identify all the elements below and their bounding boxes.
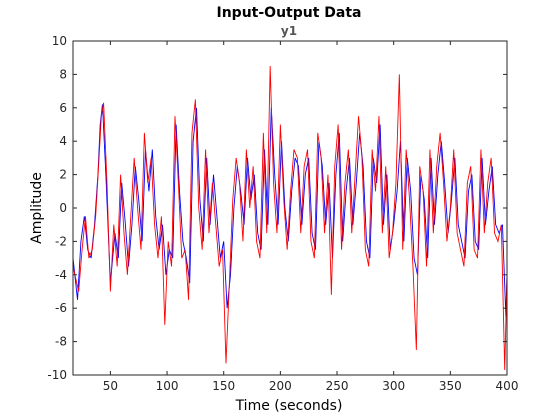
x-axis-label: Time (seconds) xyxy=(235,398,343,414)
y-tick-label: 2 xyxy=(59,168,67,182)
chart-subtitle: y1 xyxy=(281,24,297,38)
x-tick-label: 100 xyxy=(156,379,179,393)
series-2-line xyxy=(72,66,508,371)
y-tick-label: -6 xyxy=(55,301,67,315)
series-layer xyxy=(72,66,508,371)
x-tick-label: 150 xyxy=(212,379,235,393)
x-tick-label: 300 xyxy=(382,379,405,393)
y-axis-ticks: -10 -8 -6 -4 -2 0 2 4 6 8 10 xyxy=(47,34,507,382)
x-tick-label: 400 xyxy=(496,379,519,393)
y-tick-label: -8 xyxy=(55,335,67,349)
y-tick-label: -2 xyxy=(55,234,67,248)
x-tick-label: 250 xyxy=(326,379,349,393)
y-tick-label: 6 xyxy=(59,101,67,115)
plot-area xyxy=(72,40,508,376)
y-tick-label: 10 xyxy=(52,34,67,48)
y-tick-label: 8 xyxy=(59,67,67,81)
y-tick-label: 0 xyxy=(59,201,67,215)
y-tick-label: -10 xyxy=(47,368,67,382)
x-axis-ticks: 50 100 150 200 250 300 350 400 xyxy=(103,41,519,393)
x-tick-label: 50 xyxy=(103,379,118,393)
y-tick-label: -4 xyxy=(55,268,67,282)
x-tick-label: 200 xyxy=(269,379,292,393)
x-tick-label: 350 xyxy=(439,379,462,393)
chart-title: Input-Output Data xyxy=(217,5,362,21)
y-tick-label: 4 xyxy=(59,134,67,148)
y-axis-label: Amplitude xyxy=(29,172,45,244)
